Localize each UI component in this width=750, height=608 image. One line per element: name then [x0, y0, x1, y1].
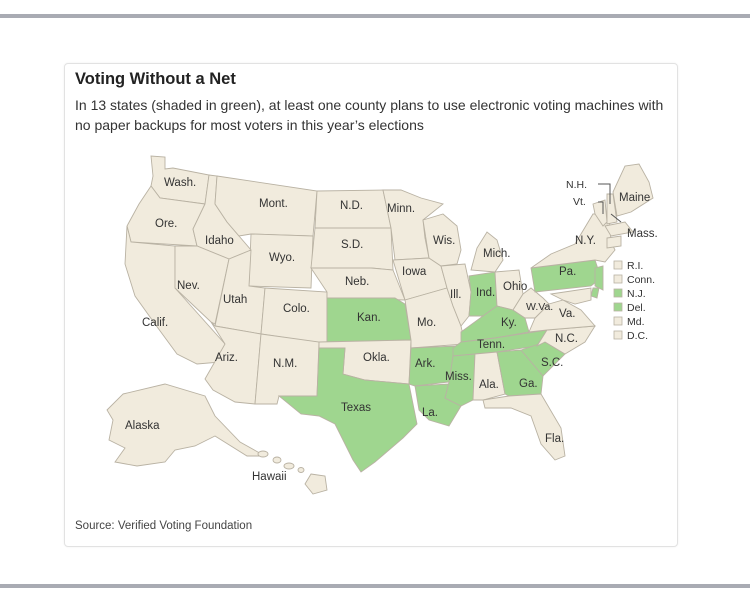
label-mn: Minn. — [387, 203, 415, 215]
label-az: Ariz. — [215, 352, 238, 364]
label-sc: S.C. — [541, 357, 563, 369]
label-sd: S.D. — [341, 239, 363, 251]
legend-swatch — [613, 316, 623, 326]
label-me: Maine — [619, 192, 650, 204]
label-in: Ind. — [476, 287, 495, 299]
label-al: Ala. — [479, 379, 499, 391]
us-map: Wash. Ore. Calif. Idaho Nev. Mont. Wyo. … — [106, 155, 658, 495]
label-ok: Okla. — [363, 352, 390, 364]
label-ne: Neb. — [345, 276, 369, 288]
map-subtitle: In 13 states (shaded in green), at least… — [75, 97, 664, 133]
source-note: Source: Verified Voting Foundation — [75, 520, 253, 532]
label-wi: Wis. — [433, 235, 455, 247]
label-mo: Mo. — [417, 317, 436, 329]
label-nh: N.H. — [566, 179, 587, 191]
label-wy: Wyo. — [269, 252, 295, 264]
label-ms: Miss. — [445, 371, 472, 383]
legend-label: D.C. — [627, 330, 648, 342]
label-mi: Mich. — [483, 248, 510, 260]
label-nv: Nev. — [177, 280, 200, 292]
state-wv — [512, 287, 550, 319]
label-co: Colo. — [283, 303, 310, 315]
label-ky: Ky. — [501, 317, 517, 329]
label-ny: N.Y. — [575, 235, 596, 247]
state-al — [472, 351, 506, 401]
bottom-divider — [0, 584, 750, 588]
label-nc: N.C. — [555, 333, 578, 345]
label-ma: Mass. — [627, 228, 658, 240]
label-ks: Kan. — [357, 312, 381, 324]
state-labels: Wash. Ore. Calif. Idaho Nev. Mont. Wyo. … — [125, 177, 658, 483]
legend-swatch — [613, 274, 623, 284]
top-divider — [0, 14, 750, 18]
state-de — [590, 287, 600, 299]
label-id: Idaho — [205, 235, 234, 247]
state-ca — [124, 225, 226, 365]
label-oh: Ohio — [503, 281, 527, 293]
state-shapes — [106, 155, 654, 495]
label-ut: Utah — [223, 294, 247, 306]
label-vt: Vt. — [573, 196, 586, 208]
label-tn: Tenn. — [477, 339, 505, 351]
state-md — [549, 287, 592, 305]
label-mt: Mont. — [259, 198, 288, 210]
label-ar: Ark. — [415, 358, 435, 370]
map-title: Voting Without a Net — [75, 70, 236, 88]
legend-label: Conn. — [627, 274, 655, 286]
label-ak: Alaska — [125, 420, 160, 432]
leader-lines — [598, 183, 622, 223]
label-or: Ore. — [155, 218, 177, 230]
label-ca: Calif. — [142, 317, 168, 329]
legend-swatch — [613, 330, 623, 340]
state-tx — [277, 347, 418, 473]
small-states-legend: R.I. Conn. N.J. Del. Md. D.C. — [613, 260, 655, 342]
map-card: Voting Without a Net In 13 states (shade… — [64, 63, 678, 547]
label-hi: Hawaii — [252, 471, 287, 483]
state-il — [440, 263, 472, 327]
state-hi — [257, 450, 328, 495]
label-nm: N.M. — [273, 358, 297, 370]
legend-swatch — [613, 302, 623, 312]
state-ak — [106, 383, 267, 467]
state-nj — [594, 265, 604, 291]
label-ga: Ga. — [519, 378, 538, 390]
label-tx: Texas — [341, 402, 371, 414]
legend-label: R.I. — [627, 260, 643, 272]
label-ia: Iowa — [402, 266, 427, 278]
state-ct — [606, 235, 622, 249]
state-me — [612, 163, 654, 217]
label-nd: N.D. — [340, 200, 363, 212]
label-fl: Fla. — [545, 433, 564, 445]
legend-label: Md. — [627, 316, 645, 328]
label-il: Ill. — [450, 289, 462, 301]
legend-label: N.J. — [627, 288, 646, 300]
state-fl — [482, 393, 566, 461]
label-pa: Pa. — [559, 266, 576, 278]
legend-label: Del. — [627, 302, 646, 314]
label-wv: W.Va. — [526, 301, 553, 313]
legend-swatch — [613, 288, 623, 298]
label-wa: Wash. — [164, 177, 196, 189]
state-wi — [422, 213, 462, 267]
label-la: La. — [422, 407, 438, 419]
label-va: Va. — [559, 308, 575, 320]
state-ma — [604, 221, 634, 237]
legend-swatch — [613, 260, 623, 270]
